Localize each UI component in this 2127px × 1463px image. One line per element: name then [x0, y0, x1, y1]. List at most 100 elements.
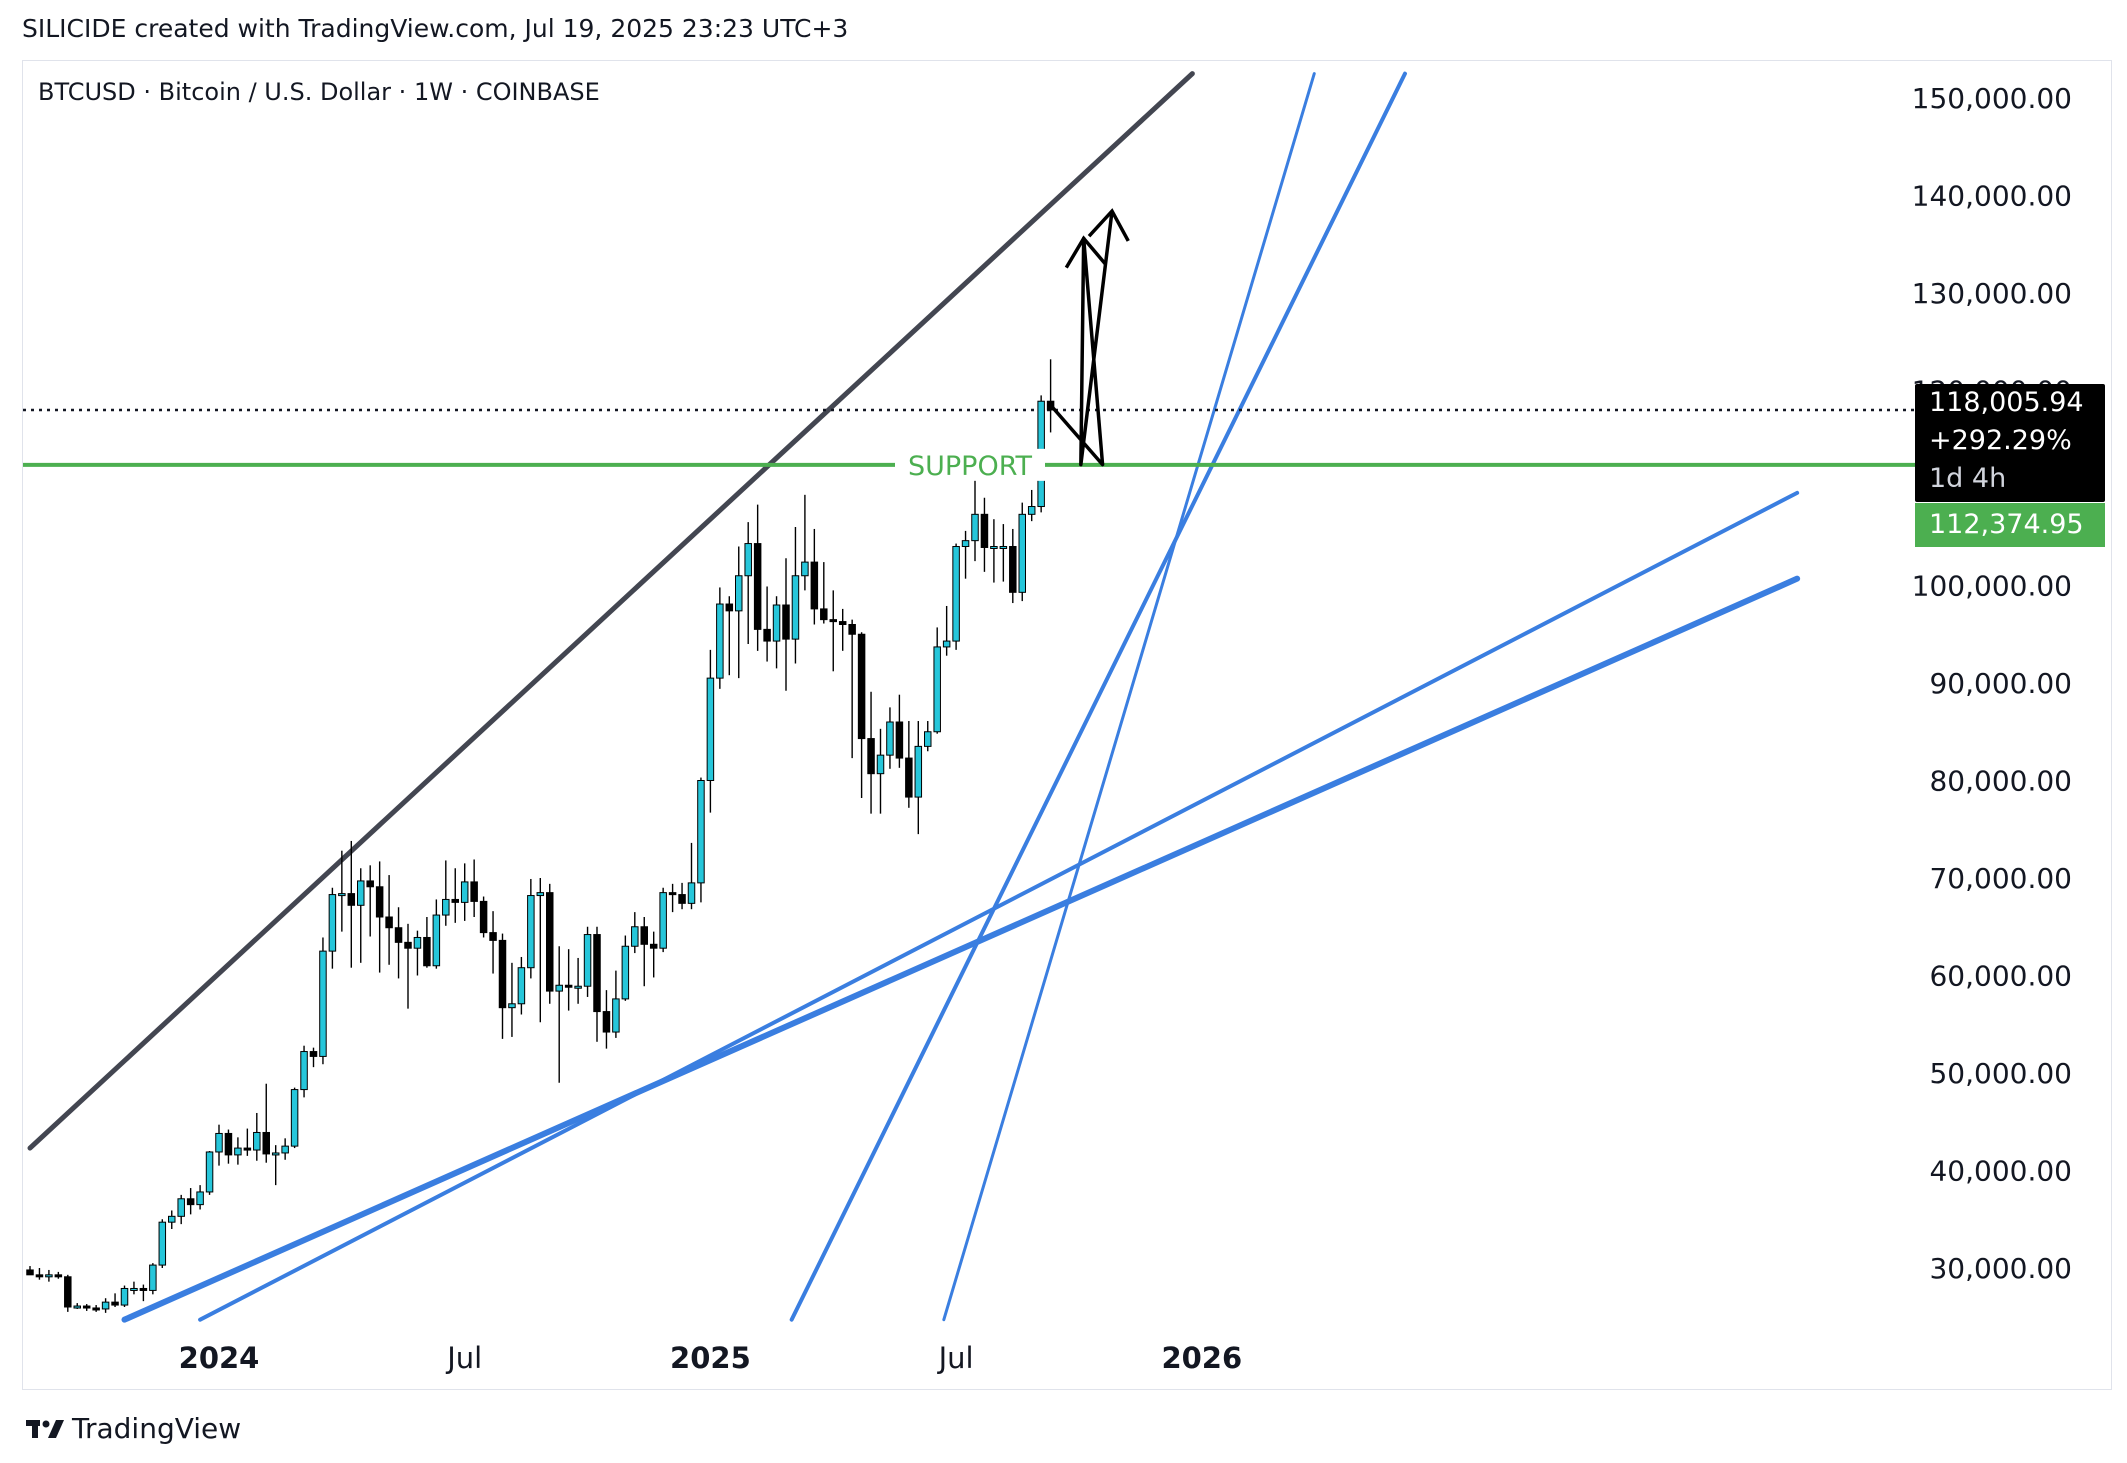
candle[interactable] — [149, 1263, 157, 1295]
candle[interactable] — [593, 926, 601, 1042]
candle[interactable] — [735, 546, 743, 679]
candle[interactable] — [1018, 502, 1026, 602]
candle[interactable] — [1046, 359, 1055, 433]
candle[interactable] — [196, 1185, 204, 1210]
candle[interactable] — [271, 1145, 280, 1186]
price-axis[interactable]: 30,000.00 40,000.00 50,000.00 60,000.00 70,0… — [1912, 82, 2072, 1285]
candle[interactable] — [753, 504, 762, 651]
candle[interactable] — [309, 1047, 318, 1068]
candle[interactable] — [404, 923, 412, 1009]
candle[interactable] — [517, 956, 526, 1015]
candle[interactable] — [527, 878, 535, 979]
candle[interactable] — [763, 586, 771, 662]
candle[interactable] — [120, 1285, 129, 1307]
candle[interactable] — [139, 1284, 148, 1302]
candle[interactable] — [649, 931, 658, 978]
trendline-steep-support-1[interactable] — [789, 71, 1407, 1322]
candle[interactable] — [687, 842, 696, 910]
candle[interactable] — [952, 543, 960, 650]
candle[interactable] — [375, 861, 384, 973]
candle[interactable] — [810, 528, 819, 625]
candle[interactable] — [876, 728, 885, 814]
candle[interactable] — [1009, 528, 1017, 604]
candle[interactable] — [498, 933, 507, 1039]
candle[interactable] — [536, 878, 545, 1023]
candle[interactable] — [697, 777, 705, 903]
candle[interactable] — [451, 868, 459, 923]
candle[interactable] — [961, 530, 970, 579]
candle[interactable] — [990, 519, 998, 583]
candle[interactable] — [508, 962, 516, 1037]
candle[interactable] — [942, 605, 951, 656]
candle[interactable] — [640, 917, 648, 987]
candle[interactable] — [914, 721, 923, 835]
candle[interactable] — [564, 949, 573, 1011]
candle[interactable] — [366, 865, 374, 937]
candle[interactable] — [924, 721, 932, 752]
candle[interactable] — [659, 887, 667, 953]
candle[interactable] — [281, 1138, 289, 1160]
candle[interactable] — [224, 1129, 233, 1164]
candle[interactable] — [574, 957, 582, 1004]
candle[interactable] — [782, 558, 790, 691]
candle[interactable] — [678, 882, 686, 910]
candle[interactable] — [838, 608, 847, 651]
candle[interactable] — [92, 1305, 100, 1312]
candle[interactable] — [45, 1269, 53, 1282]
candle[interactable] — [328, 887, 337, 969]
candle[interactable] — [158, 1219, 167, 1268]
candle[interactable] — [791, 527, 800, 664]
candle[interactable] — [413, 930, 422, 976]
candle[interactable] — [290, 1087, 299, 1149]
trendline-long-support-1[interactable] — [121, 575, 1801, 1323]
candle[interactable] — [460, 863, 469, 921]
candle[interactable] — [423, 917, 431, 968]
candle[interactable] — [867, 691, 875, 814]
candle[interactable] — [168, 1210, 176, 1229]
candle[interactable] — [631, 912, 639, 954]
candle[interactable] — [385, 875, 393, 965]
candle[interactable] — [347, 840, 356, 968]
candle[interactable] — [744, 522, 752, 644]
candle[interactable] — [243, 1128, 252, 1156]
candle[interactable] — [177, 1194, 185, 1225]
candle[interactable] — [772, 596, 781, 669]
candle[interactable] — [338, 850, 346, 932]
candle[interactable] — [612, 970, 620, 1038]
candle[interactable] — [82, 1304, 91, 1311]
candle[interactable] — [829, 590, 837, 672]
candle[interactable] — [725, 596, 734, 676]
candle[interactable] — [432, 899, 441, 969]
candle[interactable] — [602, 990, 611, 1049]
candle[interactable] — [583, 926, 592, 997]
candle[interactable] — [980, 497, 989, 572]
candle[interactable] — [215, 1124, 223, 1166]
candle[interactable] — [555, 946, 563, 1083]
candle[interactable] — [54, 1271, 63, 1279]
candle[interactable] — [319, 937, 327, 1065]
candle[interactable] — [234, 1137, 242, 1165]
candle[interactable] — [857, 632, 866, 799]
candle[interactable] — [716, 587, 724, 689]
candle[interactable] — [820, 562, 828, 624]
candle[interactable] — [668, 883, 677, 913]
candle[interactable] — [905, 721, 913, 808]
candle[interactable] — [262, 1083, 270, 1163]
candle[interactable] — [73, 1303, 81, 1309]
candle[interactable] — [205, 1151, 214, 1195]
candle[interactable] — [886, 707, 894, 769]
candle[interactable] — [489, 911, 497, 974]
candle[interactable] — [111, 1293, 119, 1307]
candle[interactable] — [300, 1045, 308, 1098]
trendline-steep-support-2[interactable] — [942, 72, 1316, 1322]
trendline-long-support-2[interactable] — [198, 490, 1800, 1322]
candle[interactable] — [895, 694, 904, 768]
candle[interactable] — [479, 896, 488, 938]
candle[interactable] — [130, 1281, 138, 1295]
candle[interactable] — [442, 860, 450, 926]
tradingview-logo[interactable]: TradingView — [26, 1412, 241, 1445]
candle[interactable] — [186, 1188, 195, 1215]
candle[interactable] — [64, 1274, 72, 1312]
candle[interactable] — [253, 1112, 261, 1161]
